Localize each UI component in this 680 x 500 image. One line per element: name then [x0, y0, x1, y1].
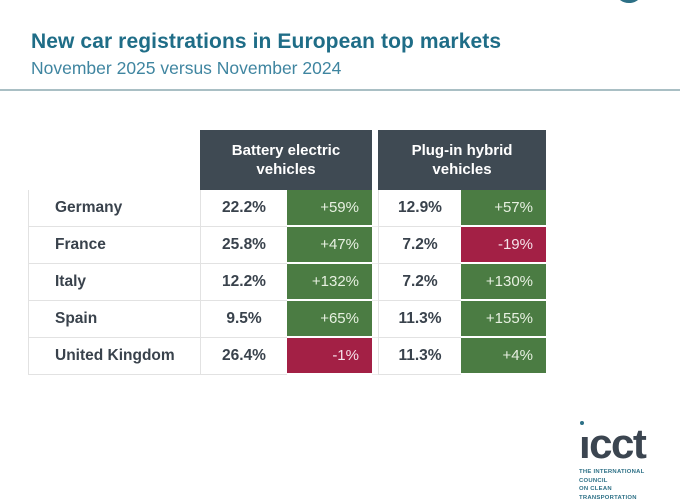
icct-logo-wordmark: icct [579, 420, 647, 467]
cell-uk-bev-change: -1% [287, 338, 372, 375]
row-italy-label: Italy [28, 264, 200, 301]
page-title: New car registrations in European top ma… [31, 30, 502, 53]
cell-germany-phev-share: 12.9% [378, 190, 461, 227]
row-uk-label: United Kingdom [28, 338, 200, 375]
cell-italy-bev-change: +132% [287, 264, 372, 301]
row-france-label: France [28, 227, 200, 264]
cell-italy-phev-share: 7.2% [378, 264, 461, 301]
cell-germany-bev-change: +59% [287, 190, 372, 227]
cell-spain-bev-share: 9.5% [200, 301, 287, 338]
cell-germany-phev-change: +57% [461, 190, 546, 227]
cell-uk-phev-change: +4% [461, 338, 546, 375]
row-gap [372, 264, 378, 301]
icct-tagline-line2: ON CLEAN TRANSPORTATION [579, 486, 637, 500]
cell-france-phev-share: 7.2% [378, 227, 461, 264]
icct-logo: icct THE INTERNATIONAL COUNCIL ON CLEAN … [579, 420, 671, 500]
page-subtitle: November 2025 versus November 2024 [31, 58, 342, 78]
registrations-table: Battery electric vehicles Plug-in hybrid… [28, 130, 546, 375]
column-header-bev: Battery electric vehicles [200, 130, 372, 190]
cell-italy-bev-share: 12.2% [200, 264, 287, 301]
logo-dot-patch [579, 423, 589, 437]
page-header: New car registrations in European top ma… [31, 30, 501, 79]
icct-ring-icon [614, 0, 644, 3]
header-divider [0, 89, 680, 91]
cell-france-bev-share: 25.8% [200, 227, 287, 264]
cell-uk-phev-share: 11.3% [378, 338, 461, 375]
column-header-phev: Plug-in hybrid vehicles [378, 130, 546, 190]
cell-spain-phev-share: 11.3% [378, 301, 461, 338]
cell-germany-bev-share: 22.2% [200, 190, 287, 227]
cell-uk-bev-share: 26.4% [200, 338, 287, 375]
cell-france-bev-change: +47% [287, 227, 372, 264]
row-gap [372, 301, 378, 338]
icct-tagline: THE INTERNATIONAL COUNCIL ON CLEAN TRANS… [579, 468, 671, 500]
row-gap [372, 338, 378, 375]
logo-i-ring-icon [580, 421, 584, 425]
row-spain-label: Spain [28, 301, 200, 338]
icct-logo-text: icct [579, 420, 647, 467]
cell-spain-bev-change: +65% [287, 301, 372, 338]
row-gap [372, 190, 378, 227]
icct-tagline-line1: THE INTERNATIONAL COUNCIL [579, 469, 645, 484]
row-germany-label: Germany [28, 190, 200, 227]
cell-italy-phev-change: +130% [461, 264, 546, 301]
row-gap [372, 227, 378, 264]
cell-spain-phev-change: +155% [461, 301, 546, 338]
cell-france-phev-change: -19% [461, 227, 546, 264]
header-spacer [28, 130, 200, 190]
